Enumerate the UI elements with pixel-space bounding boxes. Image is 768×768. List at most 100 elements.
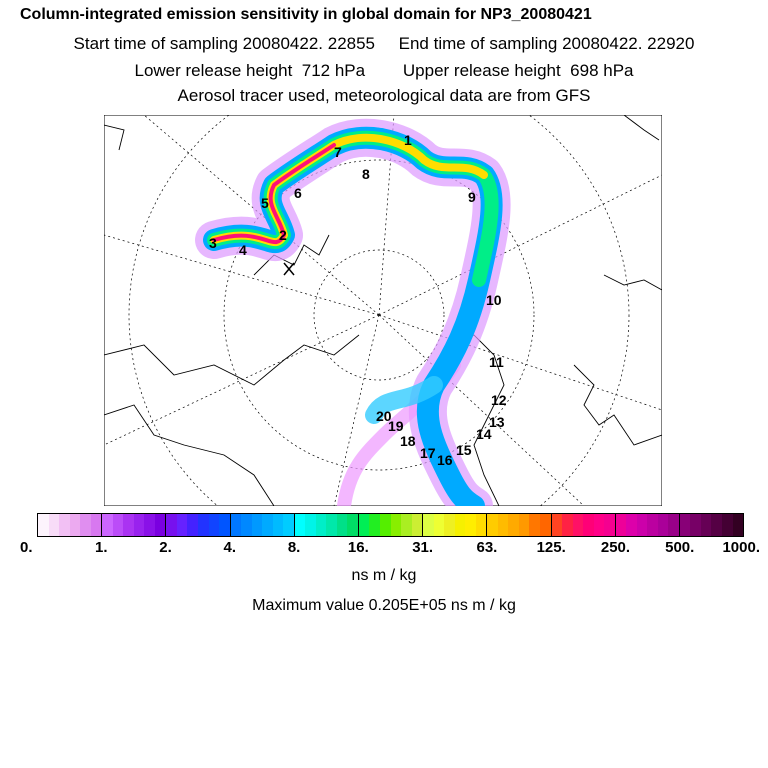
colorbar-swatch [208,514,220,536]
colorbar-swatch [593,514,605,536]
colorbar-swatch [497,514,509,536]
traj-label: 7 [334,144,342,160]
max-value: Maximum value 0.205E+05 ns m / kg [252,597,516,614]
traj-label: 20 [376,408,392,424]
colorbar-swatch [572,514,584,536]
colorbar-tick: 125. [536,539,566,556]
colorbar-swatch [690,514,701,536]
colorbar-tick: 16. [347,539,369,556]
colorbar-swatch [326,514,337,536]
colorbar-segment [358,514,424,536]
colorbar-swatch [251,514,263,536]
colorbar-swatch [465,514,476,536]
colorbar-swatch [123,514,134,536]
colorbar-segment [551,514,616,536]
colorbar-swatch [615,514,627,536]
colorbar-swatch [583,514,594,536]
colorbar-swatch [144,514,155,536]
colorbar-swatch [529,514,540,536]
colorbar-units: ns m / kg [351,567,417,584]
colorbar-swatch [657,514,669,536]
colorbar-swatch [347,514,358,536]
colorbar-swatch [69,514,81,536]
colorbar-swatch [518,514,530,536]
colorbar-swatch [197,514,209,536]
colorbar-swatch [90,514,102,536]
colorbar-swatch [262,514,273,536]
colorbar-swatch [539,514,551,536]
colorbar-swatch [358,514,370,536]
traj-label: 15 [456,442,472,458]
traj-label: 6 [294,185,302,201]
colorbar [37,513,744,537]
colorbar-swatch [230,514,242,536]
colorbar-segment [487,514,552,536]
traj-label: 3 [209,235,217,251]
colorbar-swatch [59,514,70,536]
traj-label: 14 [476,426,492,442]
colorbar-swatch [133,514,145,536]
colorbar-swatch [636,514,648,536]
traj-label: 9 [468,189,476,205]
colorbar-swatch [679,514,691,536]
colorbar-swatch [433,514,445,536]
colorbar-swatch [668,514,679,536]
release-height: Lower release height 712 hPa Upper relea… [134,61,634,80]
colorbar-swatch [475,514,487,536]
colorbar-swatch [241,514,252,536]
colorbar-swatch [380,514,391,536]
colorbar-swatch [102,514,113,536]
traj-label: 4 [239,242,247,258]
colorbar-tick: 4. [223,539,237,556]
colorbar-swatch [154,514,166,536]
traj-label: 10 [486,292,502,308]
traj-label: 8 [362,166,370,182]
colorbar-segment [294,514,359,536]
colorbar-swatch [711,514,722,536]
colorbar-swatch [176,514,188,536]
colorbar-tick: 500. [665,539,695,556]
release-marker [283,262,295,276]
traj-label: 19 [388,418,404,434]
colorbar-tick: 31. [412,539,434,556]
colorbar-swatch [294,514,306,536]
traj-label: 1 [404,132,412,148]
traj-label: 18 [400,433,416,449]
colorbar-swatch [305,514,316,536]
traj-label: 5 [261,195,269,211]
colorbar-swatch [732,514,744,536]
colorbar-swatch [423,514,434,536]
colorbar-segment [423,514,488,536]
colorbar-swatch [722,514,733,536]
sensitivity-plume [195,118,511,506]
colorbar-swatch [219,514,230,536]
colorbar-segment [102,514,167,536]
colorbar-segment [38,514,103,536]
colorbar-swatch [411,514,423,536]
colorbar-swatch [283,514,294,536]
colorbar-swatch [626,514,637,536]
colorbar-swatch [315,514,327,536]
colorbar-tick: 1000. [722,539,760,556]
colorbar-tick: 63. [476,539,498,556]
colorbar-segment [230,514,295,536]
colorbar-tick: 0. [20,539,33,556]
coastlines [104,115,662,506]
colorbar-swatch [390,514,402,536]
colorbar-swatch [604,514,615,536]
traj-label: 17 [420,445,436,461]
traj-label: 2 [279,227,287,243]
sampling-time: Start time of sampling 20080422. 22855 E… [73,34,695,53]
tracer-info: Aerosol tracer used, meteorological data… [177,86,591,105]
polar-map: 1 2 3 4 5 6 7 8 9 10 11 12 13 14 15 16 1… [104,115,662,506]
colorbar-segment [679,514,744,536]
colorbar-swatch [551,514,563,536]
colorbar-segment [615,514,680,536]
graticule [104,115,662,506]
colorbar-swatch [401,514,412,536]
colorbar-swatch [647,514,658,536]
map-title: Column-integrated emission sensitivity i… [20,6,592,23]
colorbar-swatch [112,514,124,536]
traj-label: 13 [489,414,505,430]
colorbar-swatch [38,514,49,536]
